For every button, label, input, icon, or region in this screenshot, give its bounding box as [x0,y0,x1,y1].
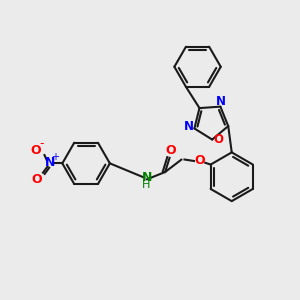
Text: O: O [214,133,224,146]
Text: O: O [194,154,205,167]
Text: N: N [45,156,55,169]
Text: -: - [40,137,44,150]
Text: O: O [166,144,176,157]
Text: N: N [216,95,226,108]
Text: +: + [51,152,59,162]
Text: H: H [142,180,150,190]
Text: O: O [32,173,42,186]
Text: N: N [142,170,152,184]
Text: O: O [30,144,41,157]
Text: N: N [184,121,194,134]
